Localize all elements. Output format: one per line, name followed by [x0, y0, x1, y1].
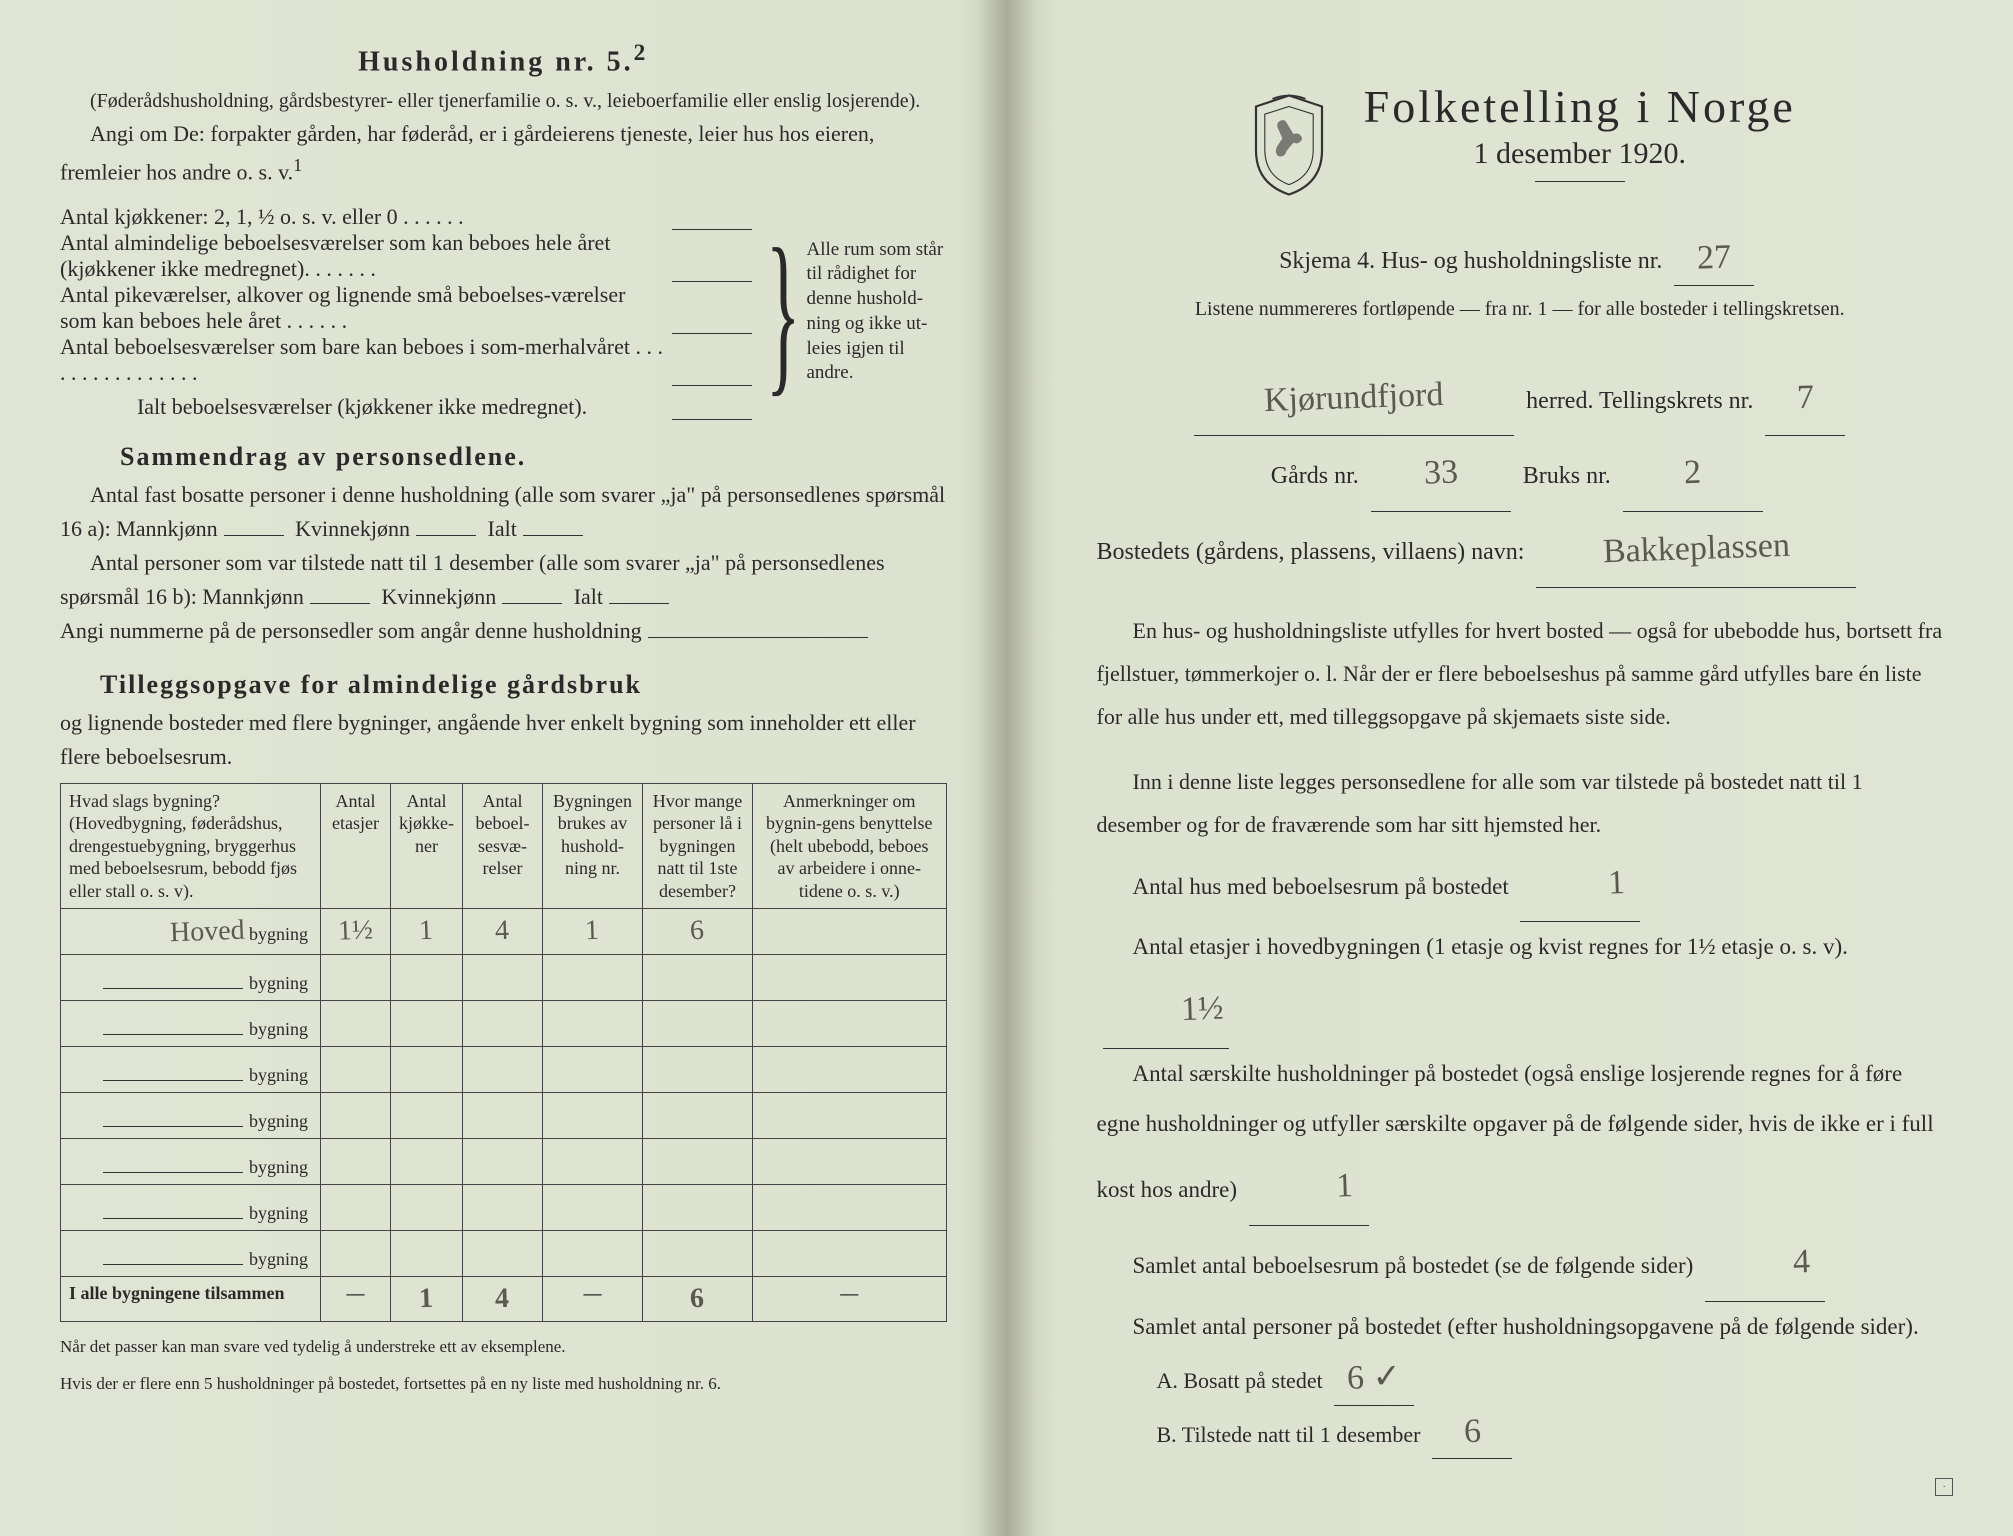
- table-row: bygning: [61, 1001, 947, 1047]
- q2-value: 1½: [1143, 972, 1224, 1049]
- intro-main: Angi om De: forpakter gården, har føderå…: [60, 117, 947, 190]
- table-row: Hoved bygning 1½ 1 4 1 6: [61, 909, 947, 955]
- herred-value: Kjørundfjord: [1263, 358, 1445, 439]
- footnote-2: Hvis der er flere enn 5 husholdninger på…: [60, 1373, 947, 1396]
- table-row: bygning: [61, 1185, 947, 1231]
- th-beboelse: Antal beboel-sesvæ-relser: [462, 783, 542, 909]
- q4-value: 4: [1755, 1225, 1811, 1302]
- bosted-row: Bostedets (gårdens, plassens, villaens) …: [1097, 512, 1944, 588]
- table-footer-row: I alle bygningene tilsammen — 1 4 — 6 —: [61, 1277, 947, 1322]
- sammendrag-line-1: Antal fast bosatte personer i denne hush…: [60, 478, 947, 546]
- right-page: Folketelling i Norge 1 desember 1920. Sk…: [1007, 0, 2013, 1536]
- question-2: Antal etasjer i hovedbygningen (1 etasje…: [1097, 922, 1944, 1048]
- page-subtitle: 1 desember 1920.: [1364, 137, 1796, 171]
- tillegg-intro: og lignende bosteder med flere bygninger…: [60, 706, 947, 774]
- kitchen-line-1: Antal almindelige beboelsesværelser som …: [60, 230, 664, 282]
- bosted-value: Bakkeplassen: [1602, 509, 1791, 590]
- table-row: bygning: [61, 1047, 947, 1093]
- intro-paren: (Føderådshusholdning, gårdsbestyrer- ell…: [60, 86, 947, 117]
- table-row: bygning: [61, 955, 947, 1001]
- table-row: bygning: [61, 1231, 947, 1277]
- table-row: bygning: [61, 1093, 947, 1139]
- brace-icon: }: [766, 231, 801, 393]
- kitchen-line-total: Ialt beboelsesværelser (kjøkkener ikke m…: [60, 394, 664, 420]
- listene-note: Listene nummereres fortløpende — fra nr.…: [1097, 294, 1944, 325]
- krets-value: 7: [1796, 360, 1816, 435]
- right-header: Folketelling i Norge 1 desember 1920.: [1097, 80, 1944, 210]
- left-page: Husholdning nr. 5.2 (Føderådshusholdning…: [0, 0, 1007, 1536]
- th-personer: Hvor mange personer lå i bygningen natt …: [642, 783, 752, 909]
- gards-row: Gårds nr. 33 Bruks nr. 2: [1097, 436, 1944, 512]
- table-row: bygning: [61, 1139, 947, 1185]
- spine-shadow-left: [977, 0, 1007, 1536]
- tillegg-title: Tilleggsopgave for almindelige gårdsbruk: [100, 670, 947, 700]
- question-4: Samlet antal beboelsesrum på bostedet (s…: [1097, 1226, 1944, 1302]
- sammendrag-line-3: Angi nummerne på de personsedler som ang…: [60, 614, 947, 648]
- kitchen-side-note: Alle rum som står til rådighet for denne…: [807, 238, 947, 386]
- kitchen-line-2: Antal pikeværelser, alkover og lignende …: [60, 282, 664, 334]
- skjema-line: Skjema 4. Hus- og husholdningsliste nr. …: [1097, 232, 1944, 286]
- bygning-table: Hvad slags bygning? (Hovedbygning, føder…: [60, 783, 947, 1323]
- qb-value: 6: [1463, 1406, 1482, 1459]
- question-5: Samlet antal personer på bostedet (efter…: [1097, 1302, 1944, 1353]
- row1-hw: Hoved: [169, 915, 245, 950]
- th-bygning: Hvad slags bygning? (Hovedbygning, føder…: [61, 783, 321, 909]
- printer-stamp: ·: [1935, 1478, 1953, 1496]
- title-superscript: 2: [634, 40, 649, 66]
- q1-value: 1: [1571, 846, 1627, 923]
- skjema-nr-value: 27: [1697, 231, 1733, 285]
- th-kjokken: Antal kjøkke-ner: [391, 783, 463, 909]
- answer-a: A. Bosatt på stedet 6 ✓: [1157, 1352, 1944, 1406]
- kitchen-line-0: Antal kjøkkener: 2, 1, ½ o. s. v. eller …: [60, 204, 664, 230]
- coat-of-arms-icon: [1244, 90, 1334, 200]
- spine-shadow-right: [1007, 0, 1037, 1536]
- ab-block: A. Bosatt på stedet 6 ✓ B. Tilstede natt…: [1157, 1352, 1944, 1459]
- page-title: Folketelling i Norge: [1364, 80, 1796, 133]
- husholdning-title: Husholdning nr. 5.2: [60, 40, 947, 78]
- footer-label: I alle bygningene tilsammen: [61, 1277, 321, 1322]
- th-etasjer: Antal etasjer: [321, 783, 391, 909]
- question-1: Antal hus med beboelsesrum på bostedet 1: [1097, 847, 1944, 923]
- question-3: Antal særskilte husholdninger på bostede…: [1097, 1049, 1944, 1226]
- answer-b: B. Tilstede natt til 1 desember 6: [1157, 1406, 1944, 1460]
- paragraph-2: Inn i denne liste legges personsedlene f…: [1097, 761, 1944, 847]
- footnote-1: Når det passer kan man svare ved tydelig…: [60, 1336, 947, 1359]
- table-header-row: Hvad slags bygning? (Hovedbygning, føder…: [61, 783, 947, 909]
- qa-value: 6 ✓: [1346, 1351, 1402, 1406]
- sammendrag-line-2: Antal personer som var tilstede natt til…: [60, 546, 947, 614]
- th-anmerk: Anmerkninger om bygnin-gens benyttelse (…: [752, 783, 946, 909]
- paragraph-1: En hus- og husholdningsliste utfylles fo…: [1097, 610, 1944, 739]
- kitchen-line-3: Antal beboelsesværelser som bare kan beb…: [60, 334, 664, 386]
- bruks-value: 2: [1683, 436, 1703, 511]
- gards-value: 33: [1422, 436, 1459, 512]
- sammendrag-title: Sammendrag av personsedlene.: [120, 442, 947, 472]
- q3-value: 1: [1299, 1149, 1355, 1226]
- th-hushold: Bygningen brukes av hushold-ning nr.: [542, 783, 642, 909]
- herred-row: Kjørundfjord herred. Tellingskrets nr. 7: [1097, 361, 1944, 437]
- title-rule: [1535, 181, 1625, 182]
- kitchen-block: Antal kjøkkener: 2, 1, ½ o. s. v. eller …: [60, 204, 947, 420]
